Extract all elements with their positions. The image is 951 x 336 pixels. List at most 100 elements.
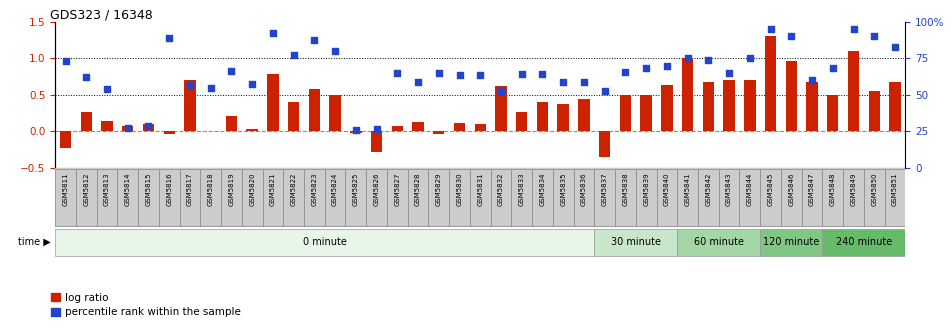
Text: GSM5819: GSM5819 — [228, 173, 234, 206]
Bar — [889, 82, 901, 131]
FancyBboxPatch shape — [283, 169, 304, 226]
FancyBboxPatch shape — [781, 169, 802, 226]
Point — [494, 89, 509, 94]
Text: 60 minute: 60 minute — [693, 237, 744, 247]
Text: GSM5845: GSM5845 — [767, 173, 773, 206]
Bar — [433, 131, 444, 134]
Bar — [475, 124, 486, 131]
Point — [390, 70, 405, 76]
FancyBboxPatch shape — [470, 169, 491, 226]
FancyBboxPatch shape — [636, 169, 656, 226]
FancyBboxPatch shape — [533, 169, 553, 226]
FancyBboxPatch shape — [345, 169, 366, 226]
FancyBboxPatch shape — [677, 169, 698, 226]
Text: GSM5830: GSM5830 — [456, 173, 462, 206]
Bar — [786, 60, 797, 131]
Point — [265, 30, 281, 36]
Point — [431, 70, 446, 76]
Text: GSM5824: GSM5824 — [332, 173, 339, 206]
FancyBboxPatch shape — [594, 169, 615, 226]
Point — [120, 125, 135, 130]
Text: GSM5839: GSM5839 — [643, 173, 650, 206]
Point — [141, 123, 156, 128]
Text: GSM5818: GSM5818 — [207, 173, 214, 206]
Bar — [495, 86, 507, 131]
Point — [763, 27, 778, 32]
FancyBboxPatch shape — [698, 169, 719, 226]
FancyBboxPatch shape — [760, 169, 781, 226]
Text: GSM5843: GSM5843 — [727, 173, 732, 206]
Bar — [413, 122, 424, 131]
Bar — [744, 80, 755, 131]
Text: GSM5832: GSM5832 — [498, 173, 504, 206]
Bar — [557, 104, 569, 131]
Text: 30 minute: 30 minute — [611, 237, 661, 247]
FancyBboxPatch shape — [428, 169, 449, 226]
Text: GSM5820: GSM5820 — [249, 173, 255, 206]
Point — [348, 127, 363, 133]
FancyBboxPatch shape — [823, 229, 905, 256]
Text: GSM5827: GSM5827 — [395, 173, 400, 206]
FancyBboxPatch shape — [324, 169, 345, 226]
Text: time ▶: time ▶ — [18, 237, 50, 247]
Point — [659, 63, 674, 69]
FancyBboxPatch shape — [864, 169, 884, 226]
Bar — [329, 95, 340, 131]
FancyBboxPatch shape — [242, 169, 262, 226]
Bar — [60, 131, 71, 148]
Point — [327, 48, 342, 54]
FancyBboxPatch shape — [740, 169, 760, 226]
FancyBboxPatch shape — [677, 229, 760, 256]
FancyBboxPatch shape — [97, 169, 117, 226]
FancyBboxPatch shape — [615, 169, 636, 226]
Text: GSM5842: GSM5842 — [706, 173, 711, 206]
FancyBboxPatch shape — [76, 169, 97, 226]
Point — [638, 65, 653, 71]
FancyBboxPatch shape — [449, 169, 470, 226]
Point — [100, 86, 115, 92]
FancyBboxPatch shape — [55, 169, 76, 226]
FancyBboxPatch shape — [408, 169, 428, 226]
Bar — [703, 82, 714, 131]
Text: GSM5811: GSM5811 — [63, 173, 68, 206]
Bar — [516, 112, 528, 131]
Point — [534, 72, 550, 77]
Point — [555, 80, 571, 85]
Point — [204, 85, 219, 90]
Text: GSM5815: GSM5815 — [146, 173, 151, 206]
FancyBboxPatch shape — [138, 169, 159, 226]
Text: GSM5821: GSM5821 — [270, 173, 276, 206]
Point — [825, 65, 841, 71]
Point — [576, 80, 592, 85]
Text: GSM5849: GSM5849 — [850, 173, 857, 206]
Bar — [806, 82, 818, 131]
Text: GSM5838: GSM5838 — [622, 173, 629, 206]
Bar — [724, 80, 735, 131]
FancyBboxPatch shape — [884, 169, 905, 226]
FancyBboxPatch shape — [594, 229, 677, 256]
FancyBboxPatch shape — [823, 169, 844, 226]
Text: GSM5835: GSM5835 — [560, 173, 566, 206]
Bar — [81, 112, 92, 131]
Bar — [578, 98, 590, 131]
Bar — [350, 131, 361, 133]
Text: GSM5823: GSM5823 — [311, 173, 318, 206]
Point — [618, 69, 633, 74]
Text: GSM5828: GSM5828 — [415, 173, 421, 206]
Point — [411, 79, 426, 84]
Text: 0 minute: 0 minute — [302, 237, 347, 247]
Point — [701, 57, 716, 62]
Bar — [246, 129, 258, 131]
Bar — [288, 102, 300, 131]
Text: GDS323 / 16348: GDS323 / 16348 — [50, 8, 153, 22]
Text: GSM5813: GSM5813 — [104, 173, 110, 206]
Bar — [765, 36, 776, 131]
Point — [805, 78, 820, 83]
FancyBboxPatch shape — [512, 169, 533, 226]
Bar — [682, 58, 693, 131]
Text: GSM5825: GSM5825 — [353, 173, 359, 206]
FancyBboxPatch shape — [180, 169, 201, 226]
FancyBboxPatch shape — [159, 169, 180, 226]
Text: 120 minute: 120 minute — [763, 237, 820, 247]
Point — [597, 89, 612, 94]
